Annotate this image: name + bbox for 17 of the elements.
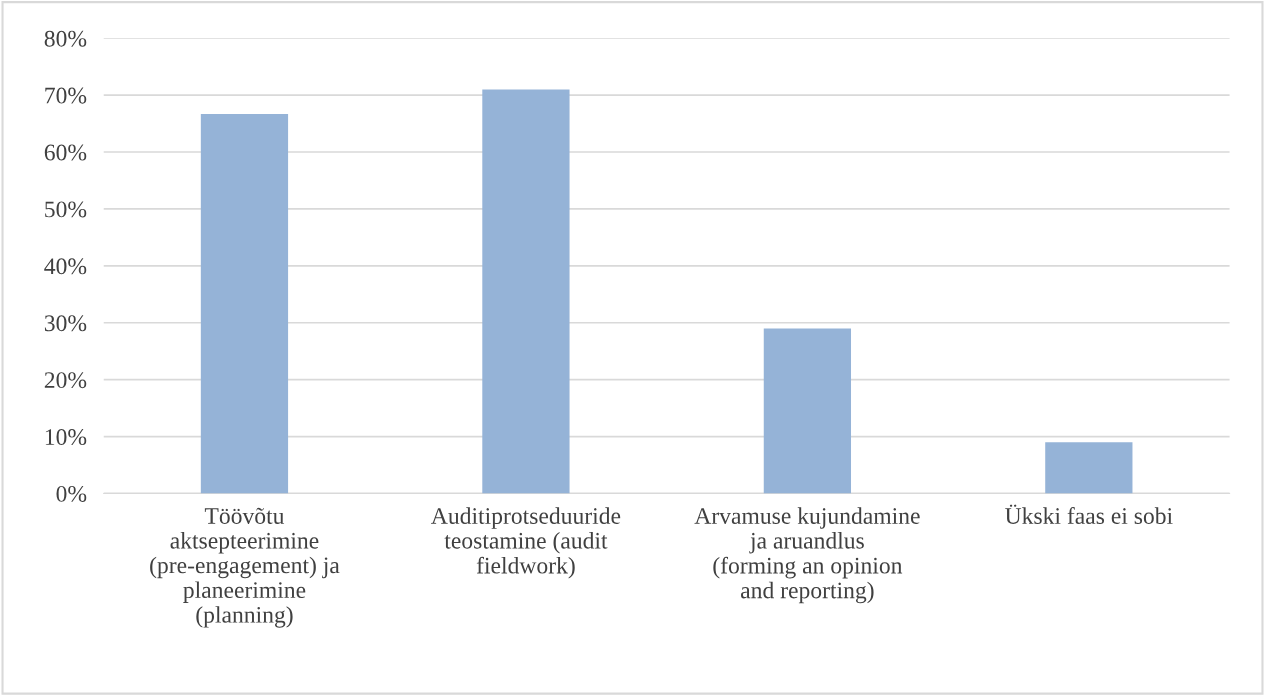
y-tick-label: 70%: [45, 87, 87, 104]
x-tick-label: Arvamuse kujundamine ja aruandlus (forming an opinion and reporting): [694, 507, 920, 604]
y-tick-label: 40%: [44, 258, 87, 275]
bar: [1045, 442, 1133, 494]
y-tick-label: 10%: [45, 429, 87, 446]
bar: [482, 89, 570, 494]
x-tick-label: Auditiprotseduuride teostamine (audit fieldwork): [431, 507, 621, 579]
x-tick-label: Ükski faas ei sobi: [1005, 504, 1173, 524]
y-tick-label: 50%: [45, 201, 87, 218]
x-tick-label: Töövõtu aktsepteerimine (pre-engagement) ja planeerimine (planning): [150, 507, 340, 628]
y-tick-label: 20%: [44, 372, 87, 389]
y-tick-label: 80%: [44, 30, 87, 47]
bar: [200, 113, 289, 494]
y-tick-label: 60%: [44, 144, 87, 161]
y-tick-label: 0%: [56, 485, 87, 502]
bar: [763, 328, 852, 494]
y-tick-label: 30%: [44, 315, 87, 332]
